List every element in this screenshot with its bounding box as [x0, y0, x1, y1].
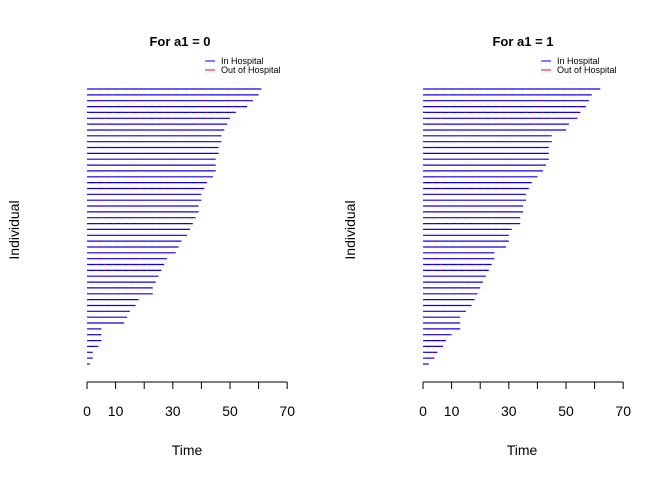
x-tick-label: 50 [558, 403, 574, 419]
x-tick-label: 50 [222, 403, 238, 419]
x-tick-label: 30 [501, 403, 517, 419]
individual-lines [87, 88, 262, 365]
legend-out-of-hospital-label: Out of Hospital [221, 65, 281, 75]
chart-title: For a1 = 0 [149, 34, 210, 49]
chart-title: For a1 = 1 [492, 34, 553, 49]
x-tick-label: 0 [419, 403, 427, 419]
panel-a1-1: For a1 = 1 Time Individual In Hospital O… [342, 34, 631, 458]
x-tick-label: 30 [165, 403, 181, 419]
y-axis-label: Individual [6, 200, 22, 259]
y-axis-label: Individual [342, 200, 358, 259]
panel-a1-0: For a1 = 0 Time Individual In Hospital O… [6, 34, 295, 458]
legend-in-hospital-label: In Hospital [557, 56, 600, 66]
x-tick-label: 0 [83, 403, 91, 419]
legend: In Hospital Out of Hospital [205, 56, 281, 75]
legend-in-hospital-label: In Hospital [221, 56, 264, 66]
individual-lines [423, 88, 601, 365]
x-axis: 0 10 30 50 70 [419, 381, 631, 419]
x-tick-label: 70 [615, 403, 631, 419]
x-axis-label: Time [507, 442, 538, 458]
x-tick-label: 70 [279, 403, 295, 419]
legend-out-of-hospital-label: Out of Hospital [557, 65, 617, 75]
x-tick-label: 10 [108, 403, 124, 419]
x-axis: 0 10 30 50 70 [83, 381, 295, 419]
x-axis-label: Time [172, 442, 203, 458]
legend: In Hospital Out of Hospital [541, 56, 617, 75]
x-tick-label: 10 [444, 403, 460, 419]
